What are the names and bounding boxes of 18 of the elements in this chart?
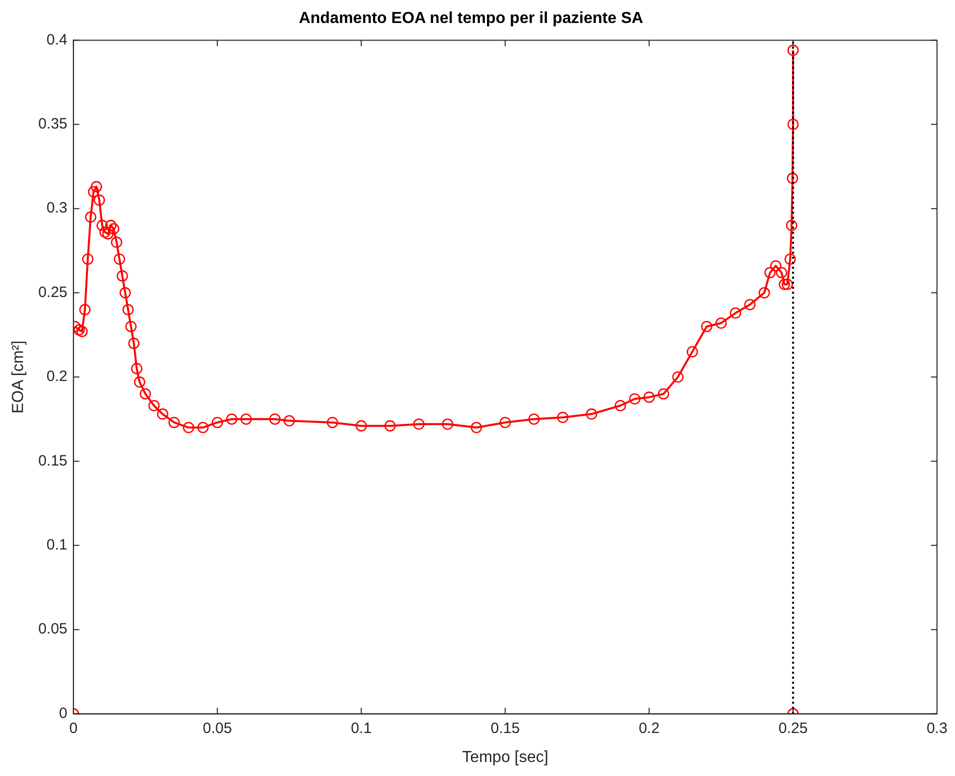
y-tick-label: 0.1 <box>46 536 68 554</box>
x-tick-label: 0.05 <box>202 720 232 737</box>
x-axis-title: Tempo [sec] <box>462 748 548 766</box>
y-axis-title: EOA [cm²] <box>10 340 28 414</box>
x-tick-label: 0.15 <box>490 720 520 737</box>
x-tick-label: 0.25 <box>778 720 808 737</box>
y-tick-label: 0.2 <box>46 368 68 386</box>
chart-title: Andamento EOA nel tempo per il paziente SA <box>298 10 644 28</box>
x-tick-label: 0.2 <box>638 720 660 737</box>
y-tick-label: 0.05 <box>38 620 68 638</box>
y-tick-label: 0 <box>59 704 68 722</box>
x-tick-label: 0.1 <box>350 720 372 737</box>
x-tick-label: 0.3 <box>926 720 948 737</box>
y-tick-label: 0.35 <box>38 116 68 133</box>
y-tick-label: 0.15 <box>38 452 68 470</box>
y-tick-label: 0.25 <box>38 284 68 301</box>
y-tick-label: 0.3 <box>46 200 68 217</box>
y-tick-label: 0.4 <box>46 31 68 48</box>
